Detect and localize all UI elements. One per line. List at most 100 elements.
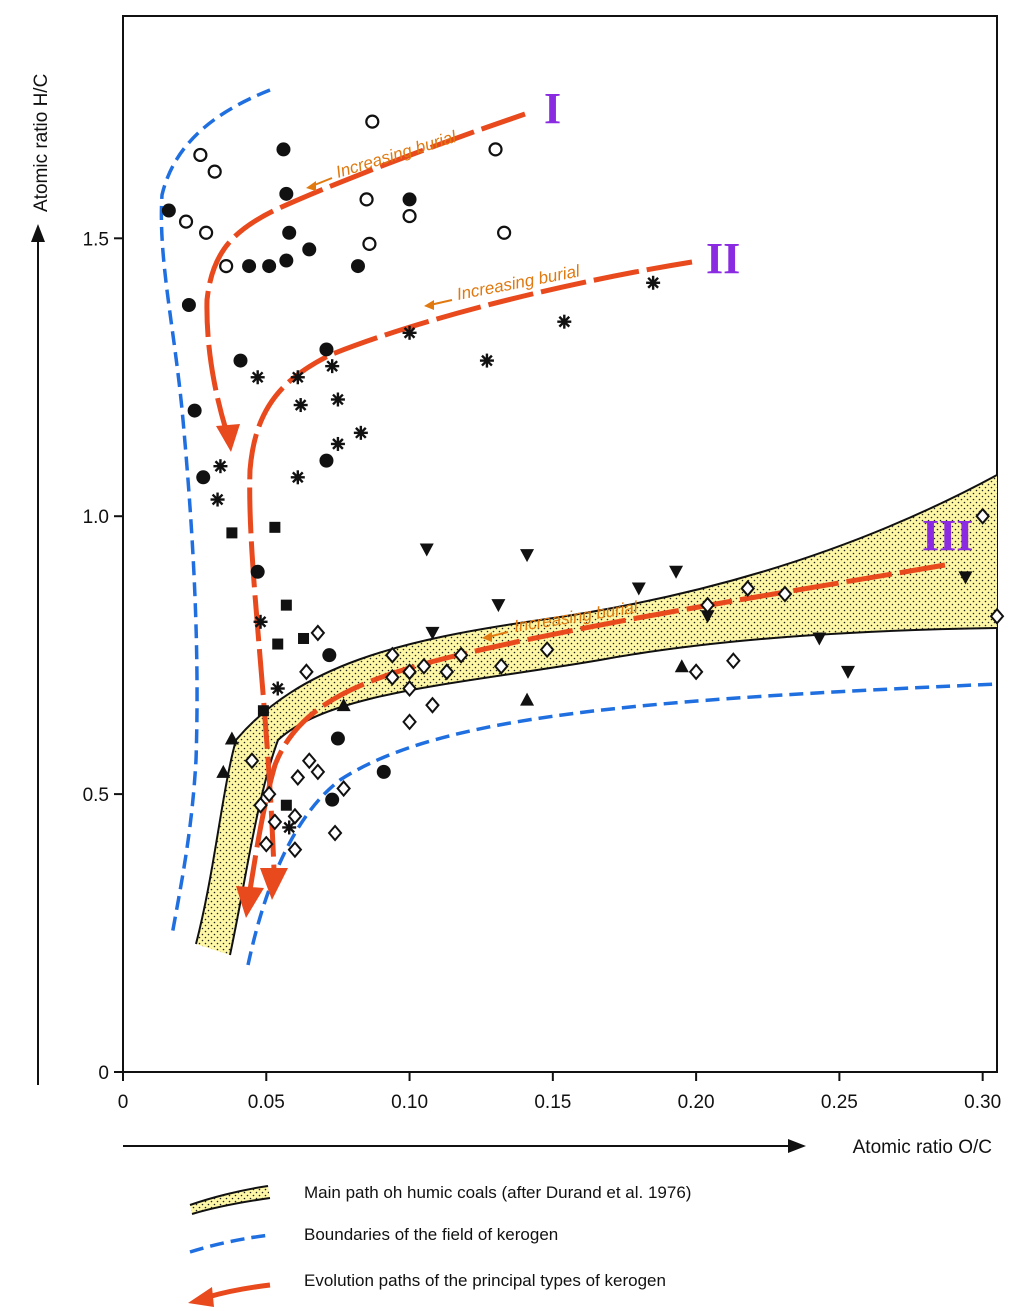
burial-label-I: Increasing burial — [334, 127, 460, 182]
y-axis-title: Atomic ratio H/C — [31, 74, 52, 212]
data-point-asterisk — [253, 614, 268, 629]
data-point-open-circle — [207, 164, 222, 179]
burial-arrowhead-I — [306, 181, 316, 191]
data-point-asterisk — [330, 392, 345, 407]
data-point-filled-circle — [282, 225, 297, 240]
legend-swatch-humic-band — [189, 1185, 271, 1215]
data-point-filled-circle — [181, 298, 196, 313]
data-point-open-diamond — [989, 607, 1005, 625]
data-point-asterisk — [330, 436, 345, 451]
data-point-filled-triangle-down — [520, 549, 535, 563]
data-point-filled-triangle-up — [216, 764, 231, 778]
y-ticks: 0 0.5 1.0 1.5 — [83, 229, 123, 1084]
y-tick-label: 0 — [98, 1063, 109, 1084]
data-point-open-circle — [362, 236, 377, 251]
data-point-filled-triangle-down — [700, 610, 715, 624]
data-point-asterisk — [213, 459, 228, 474]
data-point-open-diamond — [287, 807, 303, 825]
data-point-filled-circle — [196, 470, 211, 485]
kerogen-boundary-upper — [159, 88, 271, 936]
data-point-asterisk — [250, 370, 265, 385]
data-point-filled-circle — [262, 259, 277, 274]
data-point-filled-circle — [242, 259, 257, 274]
data-point-filled-circle — [187, 403, 202, 418]
data-point-open-diamond — [975, 507, 990, 525]
legend-label-evolution: Evolution paths of the principal types o… — [304, 1271, 666, 1290]
evolution-path-type-I — [204, 111, 526, 452]
data-point-open-diamond — [740, 579, 756, 597]
data-point-filled-triangle-down — [958, 571, 973, 585]
x-tick-label: 0.15 — [534, 1092, 571, 1113]
data-point-open-diamond — [416, 657, 432, 675]
data-point-filled-square — [280, 599, 292, 611]
data-point-filled-triangle-up — [674, 659, 689, 673]
legend-swatch-boundary — [189, 1233, 271, 1254]
data-point-filled-circle — [319, 342, 334, 357]
data-point-open-diamond — [287, 841, 303, 859]
y-tick-label: 1.5 — [83, 229, 109, 250]
data-point-asterisk — [290, 370, 305, 385]
data-point-open-diamond — [402, 679, 417, 698]
data-point-filled-circle — [276, 142, 291, 157]
data-point-open-diamond — [385, 646, 400, 664]
data-point-filled-triangle-down — [631, 582, 646, 596]
burial-annotation-I: Increasing burial — [334, 127, 460, 182]
data-point-open-circle — [219, 259, 234, 274]
data-point-open-diamond — [439, 663, 455, 681]
data-point-open-diamond — [336, 780, 351, 798]
evolution-path-type-II — [247, 259, 693, 900]
data-point-filled-circle — [279, 186, 294, 201]
humic-coal-band — [196, 475, 997, 955]
data-point-filled-triangle-down — [491, 599, 506, 613]
data-point-filled-circle — [402, 192, 417, 207]
kerogen-boundary-lower — [246, 682, 998, 966]
data-point-filled-triangle-down — [425, 626, 440, 640]
data-point-filled-triangle-down — [419, 543, 434, 557]
data-point-filled-triangle-down — [669, 565, 684, 579]
data-point-open-diamond — [327, 824, 343, 842]
data-point-open-diamond — [267, 813, 283, 831]
x-axis: Atomic ratio O/C — [123, 1137, 992, 1158]
data-points — [161, 114, 1005, 859]
burial-arrowhead-II — [424, 300, 434, 310]
humic-band-lower-edge — [229, 627, 998, 956]
data-point-open-diamond — [688, 663, 704, 681]
data-point-open-diamond — [539, 641, 555, 659]
data-point-open-circle — [497, 225, 512, 240]
data-point-open-diamond — [493, 657, 509, 675]
data-point-open-circle — [199, 225, 214, 240]
data-point-asterisk — [325, 359, 340, 374]
legend-label-boundary: Boundaries of the field of kerogen — [304, 1225, 558, 1244]
data-point-asterisk — [402, 325, 417, 340]
data-point-filled-triangle-up — [520, 692, 535, 706]
data-point-open-circle — [488, 142, 503, 157]
data-point-filled-circle — [302, 242, 317, 257]
data-point-filled-circle — [161, 203, 176, 218]
data-point-open-diamond — [253, 796, 268, 814]
data-point-filled-circle — [233, 353, 248, 368]
data-point-filled-circle — [319, 453, 334, 468]
data-point-asterisk — [282, 820, 297, 835]
data-point-open-circle — [193, 147, 208, 163]
x-axis-title: Atomic ratio O/C — [853, 1137, 992, 1158]
data-point-filled-circle — [350, 259, 365, 274]
data-point-filled-square — [298, 632, 310, 644]
data-point-filled-circle — [250, 564, 265, 579]
data-point-filled-circle — [322, 648, 337, 663]
x-tick-label: 0.05 — [248, 1092, 285, 1113]
y-tick-label: 1.0 — [83, 507, 109, 528]
data-point-open-diamond — [700, 596, 715, 614]
data-point-filled-square — [269, 521, 281, 533]
data-point-asterisk — [270, 681, 285, 696]
legend: Main path oh humic coals (after Durand e… — [188, 1183, 691, 1307]
data-point-filled-circle — [325, 792, 340, 807]
data-point-open-circle — [402, 208, 417, 224]
data-point-filled-circle — [330, 731, 345, 746]
data-point-filled-triangle-up — [336, 698, 351, 712]
burial-arrowhead-III — [482, 632, 492, 642]
data-point-filled-square — [257, 705, 269, 717]
legend-label-humic-band: Main path oh humic coals (after Durand e… — [304, 1183, 691, 1202]
data-point-filled-triangle-up — [224, 731, 239, 745]
data-point-filled-triangle-down — [812, 632, 827, 646]
data-point-asterisk — [557, 314, 572, 329]
